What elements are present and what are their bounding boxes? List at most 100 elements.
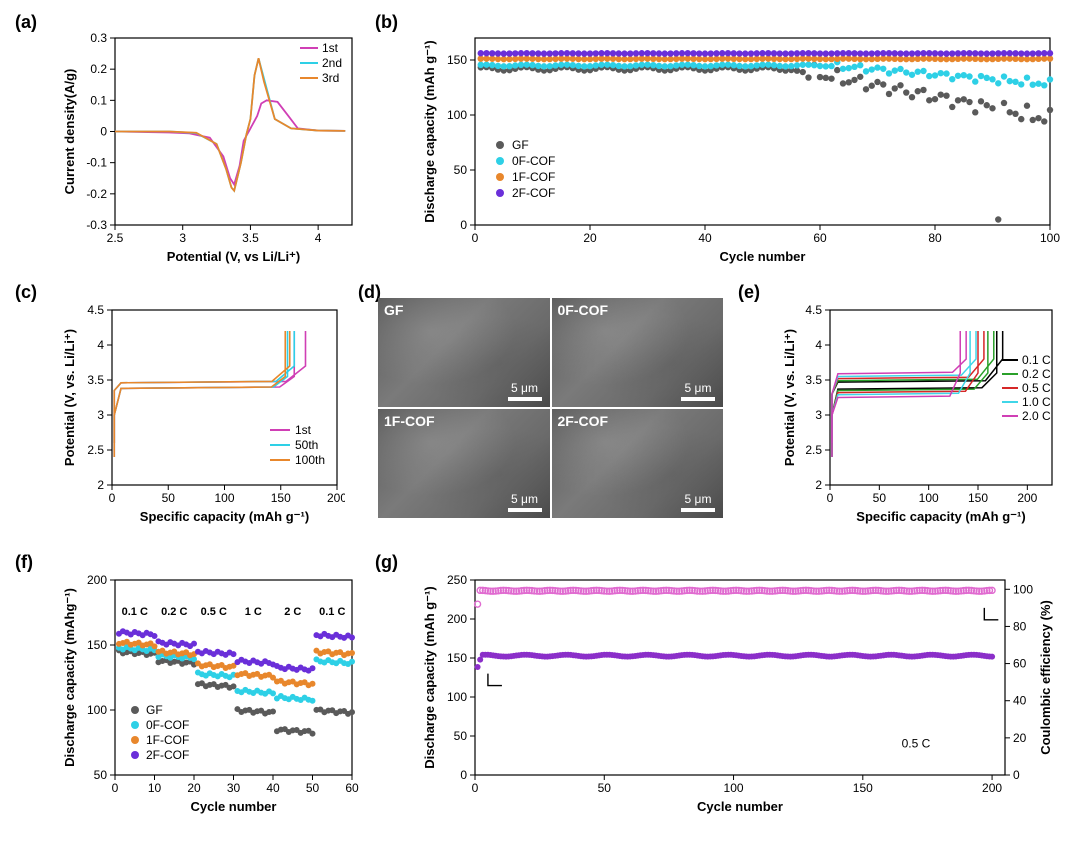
svg-text:Specific capacity (mAh g⁻¹): Specific capacity (mAh g⁻¹) [856, 509, 1025, 524]
scale-bar: 5 μm [681, 492, 715, 512]
scale-bar: 5 μm [681, 381, 715, 401]
svg-text:Potential (V, vs. Li/Li⁺): Potential (V, vs. Li/Li⁺) [782, 329, 797, 466]
scale-bar: 5 μm [508, 381, 542, 401]
svg-text:250: 250 [447, 573, 467, 587]
panel-label-b: (b) [375, 12, 398, 33]
svg-text:0.2 C: 0.2 C [1022, 367, 1051, 381]
panel-f-rate-capability: 010203040506050100150200Cycle numberDisc… [60, 570, 360, 815]
svg-text:1st: 1st [322, 41, 339, 55]
svg-text:50: 50 [162, 491, 176, 505]
scale-bar: 5 μm [508, 492, 542, 512]
svg-text:60: 60 [813, 231, 827, 245]
svg-text:Potential (V, vs Li/Li⁺): Potential (V, vs Li/Li⁺) [167, 249, 301, 264]
svg-text:4: 4 [815, 338, 822, 352]
svg-text:200: 200 [1017, 491, 1037, 505]
svg-text:0: 0 [472, 781, 479, 795]
svg-text:2 C: 2 C [284, 606, 301, 618]
svg-text:Potential (V, vs. Li/Li⁺): Potential (V, vs. Li/Li⁺) [62, 329, 77, 466]
svg-text:Cycle number: Cycle number [720, 249, 806, 264]
svg-text:100: 100 [724, 781, 744, 795]
svg-text:60: 60 [1013, 657, 1027, 671]
svg-text:GF: GF [146, 703, 163, 717]
svg-text:2F-COF: 2F-COF [146, 748, 189, 762]
sem-label: 1F-COF [384, 413, 435, 429]
svg-text:Discharge capacity (mAh g⁻¹): Discharge capacity (mAh g⁻¹) [422, 40, 437, 222]
svg-text:80: 80 [928, 231, 942, 245]
svg-text:0F-COF: 0F-COF [146, 718, 189, 732]
svg-text:50: 50 [598, 781, 612, 795]
svg-text:2F-COF: 2F-COF [512, 186, 555, 200]
svg-text:0.2 C: 0.2 C [161, 606, 187, 618]
svg-text:4: 4 [97, 338, 104, 352]
svg-text:Cycle number: Cycle number [697, 799, 783, 814]
svg-text:200: 200 [447, 612, 467, 626]
svg-text:0.5 C: 0.5 C [201, 606, 227, 618]
panel-d-sem-grid: GF5 μm0F-COF5 μm1F-COF5 μm2F-COF5 μm [378, 298, 723, 518]
svg-text:2.5: 2.5 [805, 443, 822, 457]
svg-text:1 C: 1 C [245, 606, 262, 618]
svg-text:2: 2 [815, 478, 822, 492]
svg-text:0F-COF: 0F-COF [512, 154, 555, 168]
svg-text:3: 3 [179, 231, 186, 245]
svg-text:1st: 1st [295, 423, 312, 437]
svg-text:2: 2 [97, 478, 104, 492]
svg-text:-0.2: -0.2 [86, 187, 107, 201]
svg-text:0: 0 [460, 768, 467, 782]
panel-label-g: (g) [375, 552, 398, 573]
svg-text:Cycle number: Cycle number [191, 799, 277, 814]
svg-text:100: 100 [1013, 582, 1033, 596]
panel-a-cv: 2.533.54-0.3-0.2-0.100.10.20.3Potential … [60, 30, 360, 265]
svg-text:20: 20 [1013, 731, 1027, 745]
svg-text:50: 50 [454, 729, 468, 743]
panel-label-c: (c) [15, 282, 37, 303]
svg-text:150: 150 [447, 53, 467, 67]
svg-text:0: 0 [827, 491, 834, 505]
svg-text:GF: GF [512, 138, 529, 152]
svg-text:Discharge capacity (mAh g⁻¹): Discharge capacity (mAh g⁻¹) [422, 586, 437, 768]
svg-text:200: 200 [87, 573, 107, 587]
svg-text:100: 100 [447, 690, 467, 704]
svg-text:20: 20 [187, 781, 201, 795]
svg-text:1F-COF: 1F-COF [146, 733, 189, 747]
svg-text:Current density(A/g): Current density(A/g) [62, 69, 77, 195]
svg-text:3.5: 3.5 [87, 373, 104, 387]
svg-text:2.5: 2.5 [87, 443, 104, 457]
panel-label-e: (e) [738, 282, 760, 303]
panel-c-profiles: 05010015020022.533.544.5Specific capacit… [60, 300, 345, 525]
panel-g-long-cycling: 050100150200050100150200250020406080100C… [420, 570, 1060, 815]
svg-text:80: 80 [1013, 619, 1027, 633]
svg-text:40: 40 [698, 231, 712, 245]
svg-text:100: 100 [1040, 231, 1060, 245]
svg-text:2.0 C: 2.0 C [1022, 409, 1051, 423]
svg-text:100: 100 [87, 703, 107, 717]
sem-image: 0F-COF 5 μm [552, 298, 724, 407]
sem-image: 2F-COF5 μm [552, 409, 724, 518]
svg-text:-0.3: -0.3 [86, 218, 107, 232]
svg-text:100th: 100th [295, 453, 325, 467]
svg-text:3: 3 [815, 408, 822, 422]
figure-container: (a)(b)(c)(d)(e)(f)(g)2.533.54-0.3-0.2-0.… [10, 10, 1070, 837]
svg-text:30: 30 [227, 781, 241, 795]
svg-text:150: 150 [968, 491, 988, 505]
svg-text:1F-COF: 1F-COF [512, 170, 555, 184]
panel-label-a: (a) [15, 12, 37, 33]
svg-text:0.3: 0.3 [90, 31, 107, 45]
svg-text:0.1 C: 0.1 C [122, 606, 148, 618]
svg-text:50: 50 [873, 491, 887, 505]
svg-text:150: 150 [87, 638, 107, 652]
sem-image: 1F-COF 5 μm [378, 409, 550, 518]
svg-text:0.1 C: 0.1 C [319, 606, 345, 618]
panel-label-f: (f) [15, 552, 33, 573]
panel-e-rate-profiles: 05010015020022.533.544.5Specific capacit… [780, 300, 1060, 525]
svg-text:0: 0 [460, 218, 467, 232]
sem-label: 0F-COF [558, 302, 609, 318]
svg-text:2nd: 2nd [322, 56, 342, 70]
svg-text:1.0 C: 1.0 C [1022, 395, 1051, 409]
svg-text:2.5: 2.5 [107, 231, 124, 245]
svg-text:150: 150 [447, 651, 467, 665]
svg-text:150: 150 [271, 491, 291, 505]
svg-text:3: 3 [97, 408, 104, 422]
svg-text:50th: 50th [295, 438, 318, 452]
svg-text:50: 50 [94, 768, 108, 782]
svg-text:0.5 C: 0.5 C [1022, 381, 1051, 395]
